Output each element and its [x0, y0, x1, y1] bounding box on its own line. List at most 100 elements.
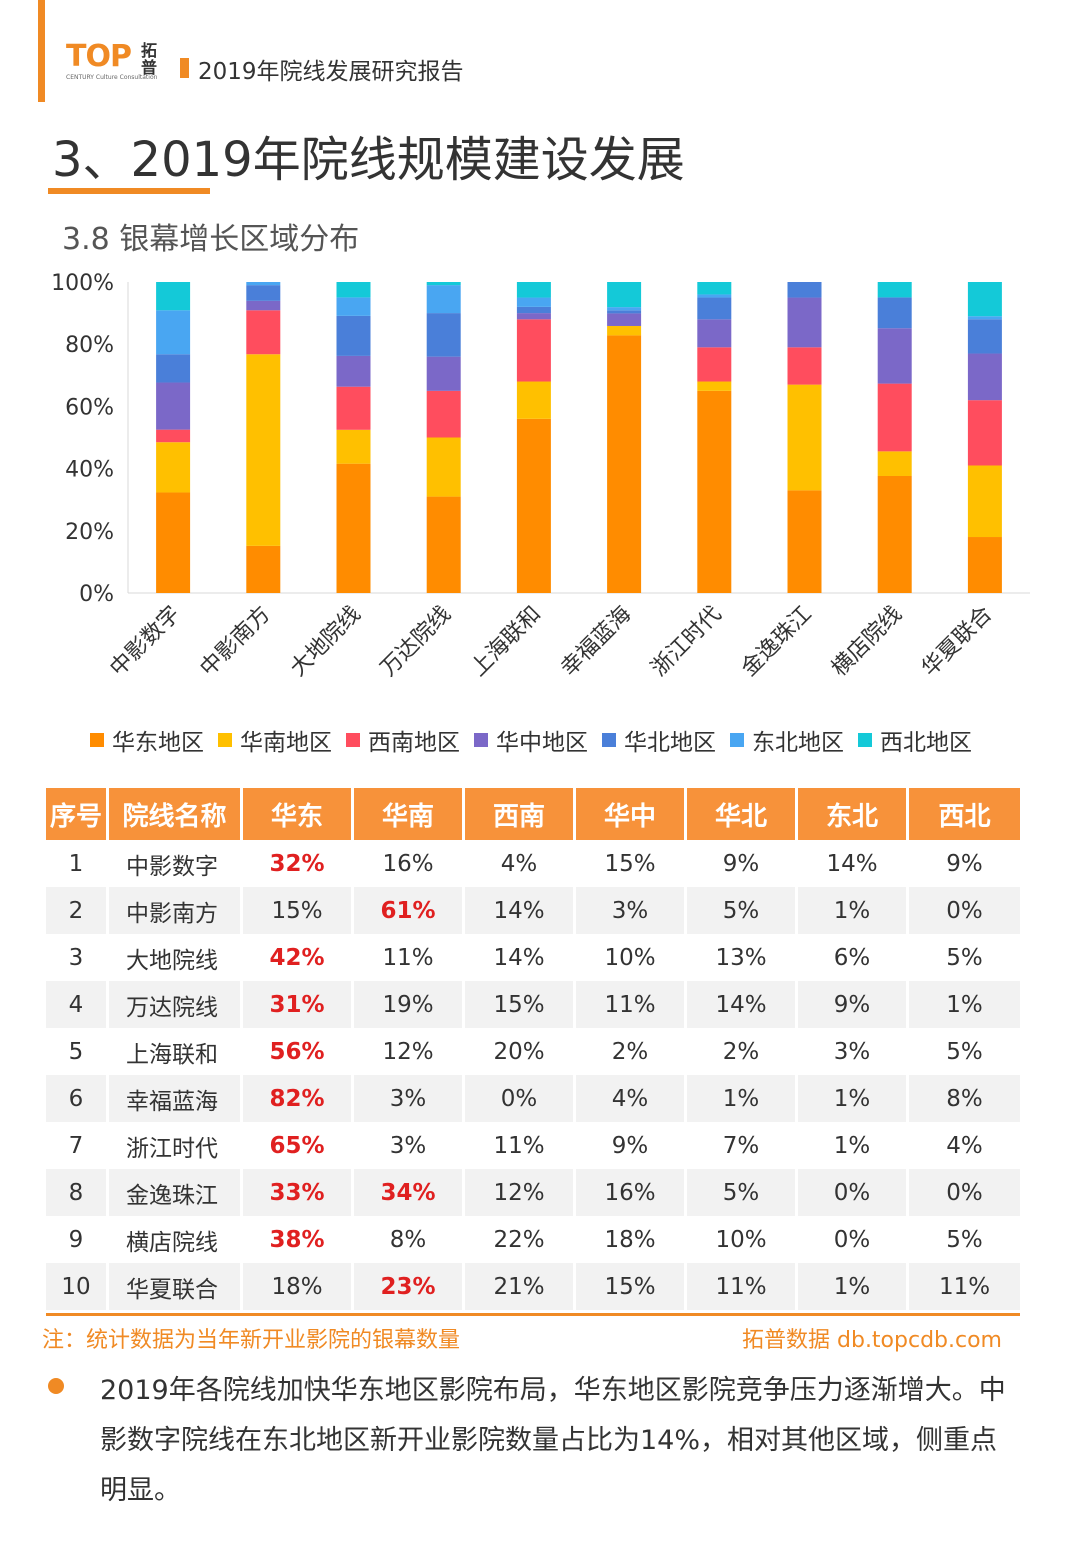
legend-item: 东北地区	[730, 723, 844, 757]
bar-segment	[516, 297, 551, 307]
bar-segment	[156, 429, 191, 443]
legend-item: 华东地区	[90, 723, 204, 757]
bar-segment	[336, 315, 371, 356]
bar-segment	[336, 355, 371, 387]
x-tick-label: 中影数字	[105, 602, 185, 682]
legend-item: 华南地区	[218, 723, 332, 757]
bar-segment	[697, 294, 732, 298]
y-tick-label: 100%	[51, 271, 114, 296]
percentage-cell: 5%	[946, 1226, 983, 1253]
table-row: 7 浙江时代 65% 3% 11% 9% 7% 1% 4%	[46, 1122, 1020, 1169]
percentage-cell: 9%	[798, 981, 909, 1028]
percentage-cell: 8%	[354, 1216, 465, 1263]
percentage-cell: 61%	[354, 887, 465, 934]
bar-segment	[967, 353, 1002, 401]
percentage-cell: 22%	[465, 1216, 576, 1263]
logo-subtext: CENTURY Culture Consultation	[66, 74, 158, 81]
row-index: 6	[46, 1075, 109, 1122]
row-index: 10	[46, 1263, 109, 1310]
bar-segment	[967, 316, 1002, 320]
table-header-row: 序号 院线名称 华东 华南 西南 华中 华北 东北 西北	[46, 788, 1020, 840]
legend-label: 华东地区	[112, 730, 204, 756]
legend-swatch	[602, 733, 616, 747]
legend-item: 华北地区	[602, 723, 716, 757]
percentage-cell: 15%	[576, 840, 687, 887]
column-header: 西北	[909, 788, 1020, 840]
bar-segment	[787, 490, 822, 593]
bar-segment	[697, 390, 732, 593]
section-title: 3、2019年院线规模建设发展	[52, 132, 685, 188]
table-row: 3 大地院线 42% 11% 14% 10% 13% 6% 5%	[46, 934, 1020, 981]
bar-segment	[877, 451, 912, 476]
percentage-cell: 56%	[243, 1028, 354, 1075]
percentage-cell: 12%	[465, 1169, 576, 1216]
bar-segment	[426, 356, 461, 391]
bar-segment	[336, 463, 371, 593]
legend-swatch	[218, 733, 232, 747]
bar-segment	[787, 347, 822, 385]
bar-segment	[156, 282, 191, 311]
logo: TOP CENTURY Culture Consultation 拓普	[66, 42, 166, 86]
percentage-cell: 31%	[243, 981, 354, 1028]
percentage-cell: 34%	[354, 1169, 465, 1216]
table-row: 6 幸福蓝海 82% 3% 0% 4% 1% 1% 8%	[46, 1075, 1020, 1122]
percentage-cell: 4%	[465, 840, 576, 887]
bar-segment	[697, 319, 732, 348]
percentage-cell: 2%	[687, 1028, 798, 1075]
percentage-cell: 10%	[576, 934, 687, 981]
percentage-cell: 9%	[576, 1122, 687, 1169]
chart-svg: 0% 20% 40% 60% 80% 100% 中影数字 中影南方 大地院线 万达院线 上海联和 幸福…	[51, 271, 1030, 682]
bar-segment	[967, 282, 1002, 317]
report-title: 2019年院线发展研究报告	[198, 59, 464, 85]
percentage-cell: 82%	[243, 1075, 354, 1122]
percentage-cell: 2%	[576, 1028, 687, 1075]
percentage-cell: 1%	[687, 1075, 798, 1122]
percentage-cell: 11%	[576, 981, 687, 1028]
bar-segment	[246, 354, 281, 546]
column-header: 华南	[354, 788, 465, 840]
bar-segment	[426, 282, 461, 286]
percentage-cell: 15%	[243, 887, 354, 934]
bar-segment	[336, 297, 371, 316]
bar-segment	[607, 307, 642, 311]
percentage-cell: 33%	[243, 1169, 354, 1216]
footnote: 注：统计数据为当年新开业影院的银幕数量	[42, 1328, 461, 1353]
legend-label: 西南地区	[368, 730, 460, 756]
percentage-cell: 19%	[354, 981, 465, 1028]
percentage-cell: 14%	[798, 840, 909, 887]
cinema-chain-name: 华夏联合	[109, 1263, 243, 1310]
y-tick-label: 0%	[79, 582, 114, 607]
section-underline	[48, 188, 210, 194]
row-index: 9	[46, 1216, 109, 1263]
percentage-cell: 3%	[798, 1028, 909, 1075]
x-tick-label: 华夏联合	[917, 602, 997, 682]
row-index: 7	[46, 1122, 109, 1169]
table-row: 9 横店院线 38% 8% 22% 18% 10% 0% 5%	[46, 1216, 1020, 1263]
table-row: 5 上海联和 56% 12% 20% 2% 2% 3% 5%	[46, 1028, 1020, 1075]
x-tick-label: 浙江时代	[647, 602, 727, 682]
percentage-cell: 0%	[798, 1216, 909, 1263]
bar-segment	[426, 437, 461, 497]
table-row: 1 中影数字 32% 16% 4% 15% 9% 14% 9%	[46, 840, 1020, 887]
bar-segment	[607, 310, 642, 314]
percentage-cell: 0%	[909, 1169, 1020, 1216]
percentage-cell: 18%	[576, 1216, 687, 1263]
column-header: 华北	[687, 788, 798, 840]
bar-segment	[426, 285, 461, 314]
percentage-cell: 1%	[798, 1075, 909, 1122]
percentage-cell: 1%	[798, 887, 909, 934]
legend-label: 华北地区	[624, 730, 716, 756]
bar-segment	[697, 297, 732, 320]
percentage-cell: 11%	[909, 1263, 1020, 1310]
region-distribution-table: 序号 院线名称 华东 华南 西南 华中 华北 东北 西北 1 中影数字 32% 16% 4% 15% 9% 1…	[46, 788, 1020, 1310]
percentage-cell: 7%	[687, 1122, 798, 1169]
bar-segment	[697, 381, 732, 391]
bar-segment	[787, 297, 822, 348]
bar-segment	[877, 282, 912, 298]
bullet-dot	[48, 1378, 64, 1394]
cinema-chain-name: 上海联和	[109, 1028, 243, 1075]
bar-segment	[967, 400, 1002, 466]
bar-segment	[967, 319, 1002, 354]
column-header: 华中	[576, 788, 687, 840]
y-tick-label: 80%	[65, 333, 114, 358]
